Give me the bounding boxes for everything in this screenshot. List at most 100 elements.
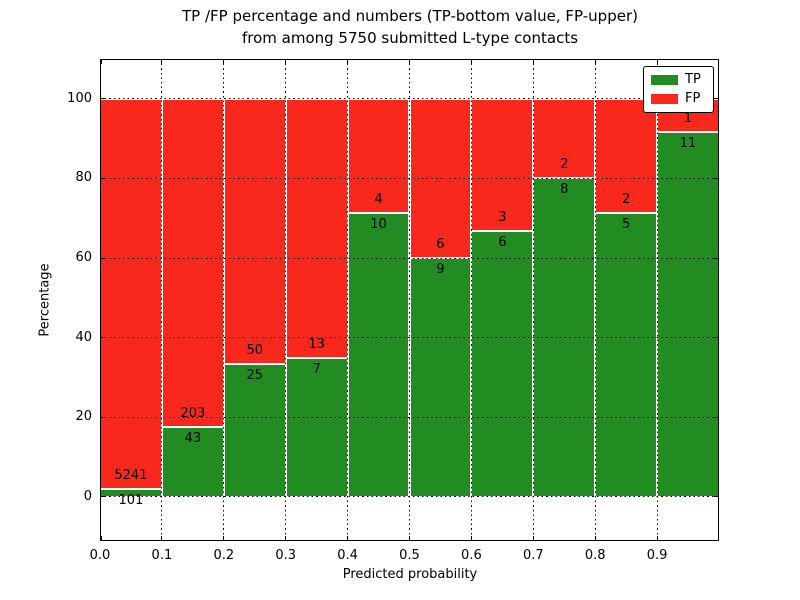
x-axis-label: Predicted probability — [342, 567, 478, 582]
y-tick-mark-right — [714, 177, 719, 179]
x-tick-mark-top — [347, 59, 349, 64]
fp-count-label: 50 — [246, 343, 264, 359]
legend: TP FP — [643, 66, 714, 113]
tp-bar-segment — [409, 258, 472, 497]
y-tick-label: 20 — [75, 409, 92, 425]
grid-line-v — [470, 59, 472, 541]
fp-count-label: 13 — [308, 336, 325, 352]
x-tick-label: 0.3 — [275, 548, 297, 563]
fp-count-label: 3 — [498, 210, 507, 226]
grid-line-v — [161, 59, 163, 541]
tp-count-label: 11 — [679, 135, 697, 151]
x-tick-label: 0.0 — [89, 548, 111, 563]
legend-label: FP — [685, 90, 701, 106]
x-tick-label: 0.7 — [522, 548, 544, 563]
grid-line-v — [347, 59, 349, 541]
fp-count-label: 6 — [436, 237, 445, 252]
tp-bar-segment — [471, 231, 534, 497]
y-tick-mark — [100, 177, 105, 179]
y-tick-mark-right — [714, 257, 719, 259]
x-tick-mark — [656, 536, 658, 541]
grid-line-v — [409, 59, 410, 541]
bar-label-layer: 5241 101 203 43 50 25 13 7 4 10 6 9 3 6 2 8 2 5 1 11 — [100, 59, 719, 541]
fp-count-label: 4 — [374, 191, 383, 207]
x-tick-label: 0.5 — [399, 548, 420, 563]
y-tick-mark-right — [714, 337, 719, 339]
x-tick-mark-top — [161, 59, 163, 64]
y-tick-mark-right — [714, 496, 719, 498]
y-tick-label: 40 — [75, 329, 92, 345]
x-tick-mark — [161, 536, 163, 541]
tp-bar-segment — [161, 427, 224, 497]
y-tick-mark — [100, 416, 105, 418]
x-tick-label: 0.2 — [213, 548, 235, 563]
fp-bar-segment — [285, 98, 348, 358]
fp-count-label: 2 — [622, 191, 631, 207]
grid-line-v — [532, 59, 534, 541]
x-tick-mark-top — [223, 59, 225, 64]
x-tick-mark-top — [409, 59, 410, 64]
x-tick-label: 0.1 — [151, 548, 173, 563]
x-tick-label: 0.8 — [584, 548, 606, 563]
y-tick-mark-right — [714, 98, 719, 100]
legend-row: TP — [651, 73, 706, 87]
x-tick-mark — [409, 536, 410, 541]
x-tick-mark-top — [594, 59, 596, 64]
bars-layer — [100, 59, 719, 541]
y-tick-label: 60 — [75, 250, 92, 265]
x-tick-mark-top — [656, 59, 658, 64]
tp-count-label: 101 — [118, 493, 144, 509]
fp-bar-segment — [595, 98, 658, 213]
chart-title-line2: from among 5750 submitted L-type contact… — [241, 29, 579, 47]
legend-label: TP — [685, 72, 701, 88]
x-tick-mark-top — [285, 59, 287, 64]
chart-title-line1: TP /FP percentage and numbers (TP-bottom… — [182, 7, 638, 25]
tp-count-label: 9 — [436, 262, 445, 277]
x-tick-mark — [532, 536, 534, 541]
x-tick-mark — [470, 536, 472, 541]
grid-line-v — [223, 59, 225, 541]
legend-swatch-fp-icon — [651, 93, 678, 104]
y-tick-mark-right — [714, 416, 719, 418]
x-tick-mark-top — [532, 59, 534, 64]
x-tick-mark — [223, 536, 225, 541]
y-tick-mark — [100, 496, 105, 498]
legend-swatch-tp-icon — [651, 75, 678, 86]
fp-count-label: 203 — [180, 406, 206, 422]
x-tick-mark — [285, 536, 287, 541]
x-tick-mark-top — [101, 59, 102, 64]
tp-count-label: 43 — [184, 431, 202, 447]
grid-layer — [100, 59, 719, 541]
tp-bar-segment — [595, 212, 658, 497]
tp-count-label: 7 — [312, 361, 321, 377]
x-tick-label: 0.6 — [461, 548, 482, 563]
y-tick-label: 100 — [67, 90, 92, 106]
tp-count-label: 8 — [560, 182, 569, 198]
tick-layer — [100, 59, 719, 541]
fp-bar-segment — [347, 98, 410, 213]
fp-count-label: 1 — [683, 110, 693, 126]
x-tick-mark — [594, 536, 596, 541]
x-tick-mark — [101, 536, 102, 541]
grid-line-v — [594, 59, 596, 541]
grid-line-v — [656, 59, 658, 541]
y-tick-mark — [100, 98, 105, 100]
legend-row: FP — [651, 90, 706, 106]
y-tick-mark — [100, 257, 105, 259]
fp-bar-segment — [533, 98, 596, 179]
plot-area: 5241 101 203 43 50 25 13 7 4 10 6 9 3 6 2 8 2 5 1 11 — [100, 59, 719, 541]
tp-count-label: 25 — [246, 368, 264, 384]
y-tick-mark — [100, 337, 105, 339]
y-tick-label: 0 — [83, 488, 92, 504]
y-axis-label: Percentage — [37, 263, 53, 337]
tp-count-label: 6 — [498, 235, 507, 251]
x-tick-label: 0.9 — [646, 548, 668, 563]
fp-count-label: 2 — [560, 157, 569, 173]
x-tick-mark-top — [470, 59, 472, 64]
tp-bar-segment — [347, 212, 410, 497]
tp-bar-segment — [285, 357, 348, 497]
fp-count-label: 5241 — [114, 468, 148, 484]
tp-count-label: 5 — [622, 216, 631, 232]
y-tick-label: 80 — [75, 170, 92, 186]
